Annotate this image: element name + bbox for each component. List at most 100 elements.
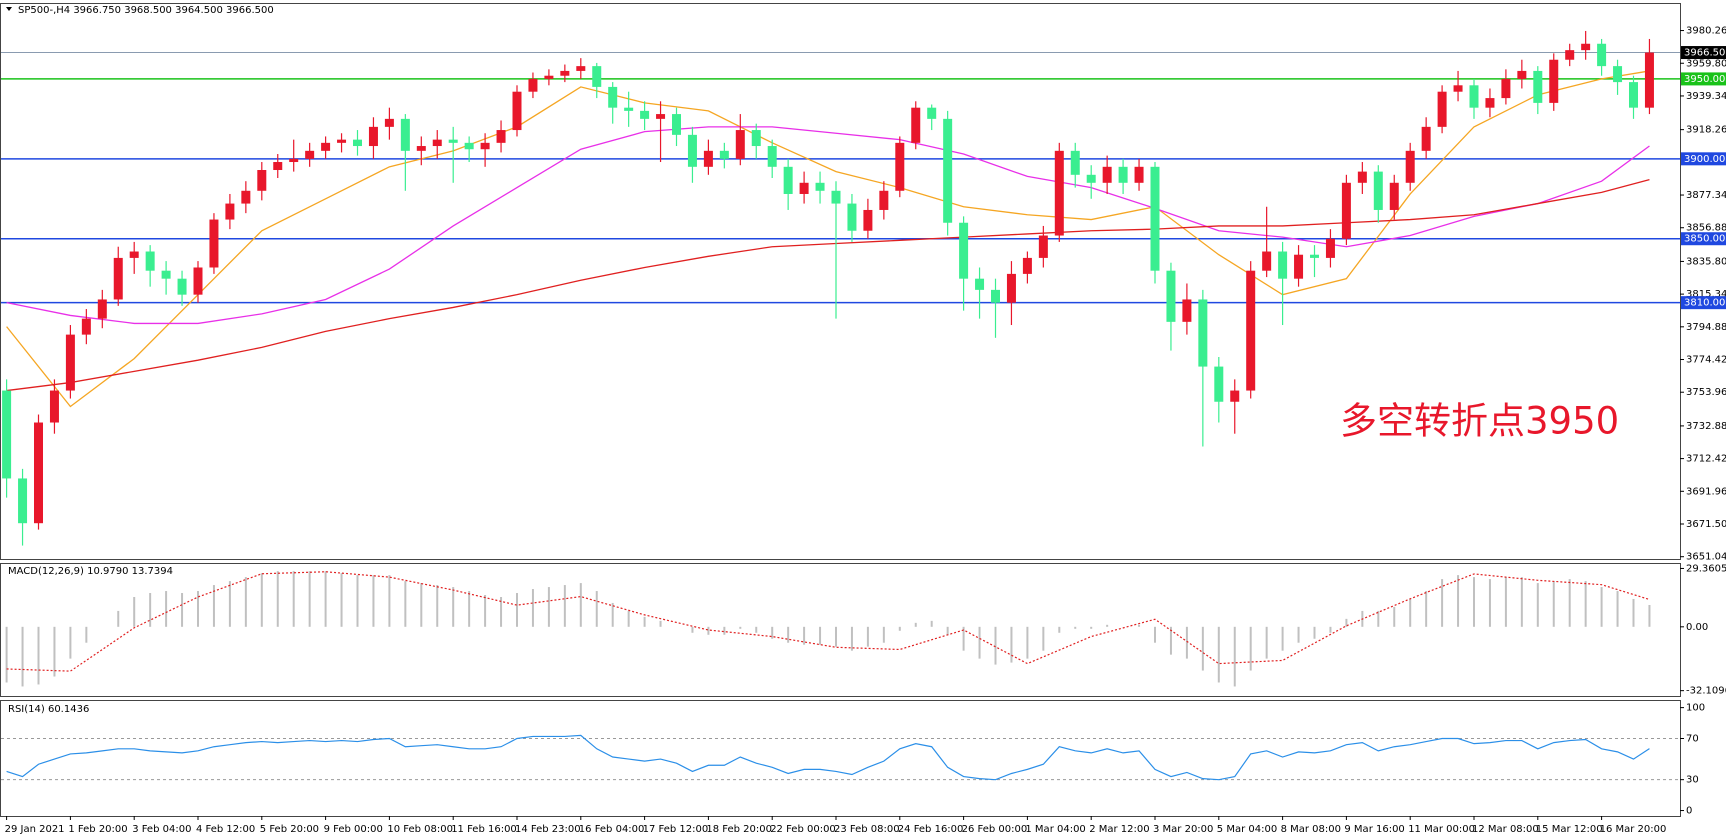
candle-body (879, 190, 889, 210)
candle-body (337, 139, 347, 143)
x-tick-label: 16 Feb 04:00 (579, 824, 645, 835)
x-tick-label: 10 Feb 08:00 (387, 824, 453, 835)
candle-body (448, 139, 458, 143)
candle-body (544, 75, 554, 79)
menu-arrow[interactable] (6, 7, 12, 11)
x-tick-label: 14 Feb 23:00 (515, 824, 581, 835)
panel-frame (0, 700, 1681, 817)
y-tick-label: 100 (1686, 703, 1705, 714)
candle-body (847, 203, 857, 231)
x-tick-label: 23 Feb 08:00 (834, 824, 900, 835)
candle-body (1437, 91, 1447, 127)
candle-body (1278, 251, 1288, 279)
candle-body (1613, 66, 1623, 83)
candle-body (129, 251, 139, 258)
candle-body (943, 118, 953, 223)
y-tick-label: 29.3605 (1686, 563, 1726, 574)
y-tick-label: 3877.340 (1686, 190, 1726, 201)
y-tick-label: 3856.880 (1686, 223, 1726, 234)
level-price-box (1681, 152, 1726, 166)
candle-body (1086, 174, 1096, 183)
x-tick-label: 5 Mar 04:00 (1217, 824, 1277, 835)
y-tick-label: 30 (1686, 775, 1699, 786)
x-tick-label: 11 Feb 16:00 (451, 824, 517, 835)
candle-body (209, 219, 219, 268)
moving-average (6, 126, 1650, 325)
x-tick-label: 11 Mar 00:00 (1408, 824, 1475, 835)
candle-body (1597, 43, 1607, 67)
candle-body (1038, 235, 1048, 258)
candle-body (145, 251, 155, 271)
candle-body (975, 278, 985, 290)
y-tick-label: 3753.960 (1686, 387, 1726, 398)
candle-body (911, 107, 921, 143)
candle-body (1310, 254, 1319, 258)
x-tick-label: 16 Mar 20:00 (1600, 824, 1667, 835)
x-tick-label: 3 Mar 20:00 (1153, 824, 1213, 835)
x-tick-label: 12 Mar 08:00 (1472, 824, 1539, 835)
candle-body (1405, 150, 1415, 183)
x-tick-label: 1 Mar 04:00 (1025, 824, 1085, 835)
y-tick-label: 3712.420 (1686, 454, 1726, 465)
candle-body (1070, 150, 1080, 175)
candle-body (1325, 238, 1335, 258)
candle-body (257, 170, 267, 191)
candle-body (1644, 52, 1654, 108)
candle-body (1118, 166, 1128, 183)
candle-body (225, 203, 235, 220)
candle-body (656, 114, 666, 119)
candle-body (927, 107, 937, 119)
level-price-label: 3900.000 (1684, 154, 1726, 165)
candle-body (815, 182, 825, 191)
candle-body (353, 139, 362, 147)
x-tick-label: 3 Feb 04:00 (132, 824, 191, 835)
candle-body (1102, 166, 1112, 183)
candle-body (1246, 270, 1256, 391)
candle-body (672, 114, 681, 135)
candle-body (1054, 150, 1064, 236)
symbol-header: SP500-,H4 3966.750 3968.500 3964.500 396… (18, 5, 274, 16)
y-tick-label: 3835.800 (1686, 256, 1726, 267)
y-tick-label: 3794.880 (1686, 322, 1726, 333)
rsi-line (6, 734, 1650, 781)
y-tick-label: -32.1096 (1686, 686, 1726, 697)
candle-body (1134, 166, 1144, 183)
candle-body (400, 118, 410, 151)
candle-body (1501, 78, 1511, 99)
candle-body (480, 142, 490, 150)
y-tick-label: 3815.340 (1686, 289, 1726, 300)
moving-average (6, 70, 1650, 408)
candle-body (1341, 182, 1351, 239)
candle-body (1214, 366, 1224, 402)
candle-body (608, 86, 618, 108)
y-tick-label: 3980.260 (1686, 26, 1726, 37)
candle-body (161, 270, 171, 279)
candle-body (97, 299, 107, 319)
x-tick-label: 24 Feb 16:00 (898, 824, 964, 835)
candle-body (735, 130, 745, 159)
candle-body (496, 130, 506, 143)
candle-body (1022, 257, 1032, 274)
x-tick-label: 15 Mar 12:00 (1536, 824, 1603, 835)
candle-body (273, 162, 283, 171)
candle-body (1150, 166, 1160, 271)
candle-body (384, 118, 394, 127)
candle-body (113, 257, 123, 300)
x-tick-label: 8 Mar 08:00 (1281, 824, 1341, 835)
candle-body (895, 142, 905, 191)
macd-signal-line (6, 571, 1650, 672)
candle-body (416, 146, 426, 151)
candle-body (2, 390, 12, 479)
candle-body (1006, 273, 1016, 303)
level-price-label: 3950.000 (1684, 74, 1726, 85)
candle-body (289, 158, 299, 163)
candle-body (49, 390, 59, 423)
candle-body (1581, 43, 1591, 51)
candle-body (560, 70, 570, 76)
candle-body (1166, 270, 1176, 322)
candle-body (1453, 85, 1463, 92)
level-price-box (1681, 296, 1726, 310)
candle-body (959, 222, 969, 279)
y-tick-label: 3774.420 (1686, 355, 1726, 366)
candle-body (703, 150, 713, 167)
